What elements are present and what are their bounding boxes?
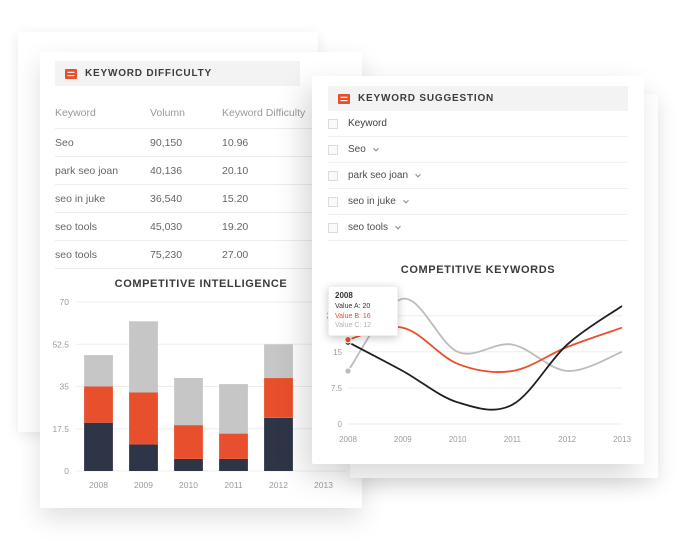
checkbox[interactable] — [328, 118, 338, 129]
svg-text:2008: 2008 — [339, 435, 357, 444]
svg-text:2009: 2009 — [394, 435, 412, 444]
keyword-label: seo in juke — [348, 196, 396, 207]
svg-text:35: 35 — [60, 382, 70, 392]
svg-text:2013: 2013 — [613, 435, 631, 444]
keyword-suggestion-item[interactable]: seo in juke — [328, 189, 628, 215]
svg-text:0: 0 — [338, 420, 343, 429]
keyword-suggestion-list: Keyword Seo park seo joan seo in juke seo t… — [328, 111, 628, 241]
svg-text:2008: 2008 — [89, 480, 108, 490]
chevron-down-icon[interactable] — [394, 225, 402, 231]
chevron-down-icon[interactable] — [372, 147, 380, 153]
keyword-suggestion-item[interactable]: Seo — [328, 137, 628, 163]
cell-volumn: 36,540 — [150, 192, 183, 205]
svg-text:2011: 2011 — [224, 480, 243, 490]
svg-text:2011: 2011 — [504, 435, 522, 444]
list-header-label: Keyword — [348, 118, 387, 129]
cell-volumn: 45,030 — [150, 220, 183, 233]
cell-volumn: 90,150 — [150, 136, 183, 149]
competitive-intelligence-bar-chart: 0 17.5 35 52.5 70 2008 2009 2010 2011 2012 2013 — [52, 297, 346, 490]
list-body: Seo park seo joan seo in juke seo tools — [328, 137, 628, 241]
keyword-suggestion-item[interactable]: park seo joan — [328, 163, 628, 189]
checkbox[interactable] — [328, 170, 338, 181]
line-chart-title: COMPETITIVE KEYWORDS — [400, 264, 556, 276]
cell-volumn: 75,230 — [150, 248, 183, 261]
table-row: park seo joan 40,136 20.10 — [55, 157, 335, 185]
keyword-suggestion-item[interactable]: seo tools — [328, 215, 628, 241]
checkbox[interactable] — [328, 196, 338, 207]
tooltip-year: 2008 — [335, 291, 353, 300]
cell-difficulty: 27.00 — [222, 248, 249, 261]
svg-text:2010: 2010 — [179, 480, 198, 490]
list-icon — [338, 93, 350, 104]
table-row: Seo 90,150 10.96 — [55, 129, 335, 157]
bar-chart-title: COMPETITIVE INTELLIGENCE — [114, 278, 288, 290]
column-header-keyword: Keyword — [55, 107, 96, 119]
keyword-label: Seo — [348, 144, 366, 155]
tooltip-values: Value A: 20 Value B: 16 Value C: 12 — [335, 302, 391, 331]
cell-keyword: park seo joan — [55, 164, 119, 177]
keyword-suggestion-header: KEYWORD SUGGESTION — [328, 86, 628, 111]
svg-text:15: 15 — [333, 348, 342, 357]
cell-difficulty: 10.96 — [222, 136, 249, 149]
svg-text:70: 70 — [60, 297, 70, 307]
checkbox[interactable] — [328, 222, 338, 233]
svg-text:17.5: 17.5 — [52, 424, 69, 434]
keyword-suggestion-panel: KEYWORD SUGGESTION Keyword Seo park seo j… — [312, 76, 644, 464]
cell-keyword: seo tools — [55, 248, 98, 261]
svg-text:2009: 2009 — [134, 480, 153, 490]
svg-text:7.5: 7.5 — [331, 384, 343, 393]
column-header-volumn: Volumn — [150, 107, 186, 119]
column-header-difficulty: Keyword Difficulty — [222, 107, 306, 119]
keyword-difficulty-table: Keyword Volumn Keyword Difficulty Seo 90,… — [55, 98, 335, 269]
keyword-label: park seo joan — [348, 170, 409, 181]
table-header-row: Keyword Volumn Keyword Difficulty — [55, 98, 335, 129]
keyword-difficulty-panel: KEYWORD DIFFICULTY Keyword Volumn Keywor… — [40, 52, 362, 508]
tooltip-value: Value B: 16 — [335, 312, 371, 320]
panel-title: KEYWORD DIFFICULTY — [85, 68, 212, 79]
cell-difficulty: 19.20 — [222, 220, 249, 233]
table-row: seo tools 75,230 27.00 — [55, 241, 335, 269]
svg-text:52.5: 52.5 — [52, 339, 69, 349]
cell-keyword: Seo — [55, 136, 74, 149]
panel-title: KEYWORD SUGGESTION — [358, 93, 495, 104]
table-body: Seo 90,150 10.96 park seo joan 40,136 20.10 se… — [55, 129, 335, 269]
table-row: seo in juke 36,540 15.20 — [55, 185, 335, 213]
table-row: seo tools 45,030 19.20 — [55, 213, 335, 241]
svg-text:2010: 2010 — [449, 435, 467, 444]
chevron-down-icon[interactable] — [414, 173, 422, 179]
tooltip-value: Value A: 20 — [335, 303, 371, 310]
keyword-label: seo tools — [348, 222, 389, 233]
checkbox[interactable] — [328, 144, 338, 155]
chevron-down-icon[interactable] — [402, 199, 410, 205]
cell-keyword: seo in juke — [55, 192, 106, 205]
cell-difficulty: 20.10 — [222, 164, 249, 177]
tooltip-value: Value C: 12 — [335, 322, 372, 329]
cell-difficulty: 15.20 — [222, 192, 249, 205]
cell-volumn: 40,136 — [150, 164, 183, 177]
svg-text:2012: 2012 — [558, 435, 576, 444]
cell-keyword: seo tools — [55, 220, 98, 233]
svg-text:2013: 2013 — [314, 480, 333, 490]
chart-tooltip: 2008 Value A: 20 Value B: 16 Value C: 12 — [328, 286, 398, 336]
svg-text:0: 0 — [64, 466, 69, 476]
list-icon — [65, 68, 77, 79]
list-header-row: Keyword — [328, 111, 628, 137]
svg-text:2012: 2012 — [269, 480, 288, 490]
keyword-difficulty-header: KEYWORD DIFFICULTY — [55, 61, 300, 86]
